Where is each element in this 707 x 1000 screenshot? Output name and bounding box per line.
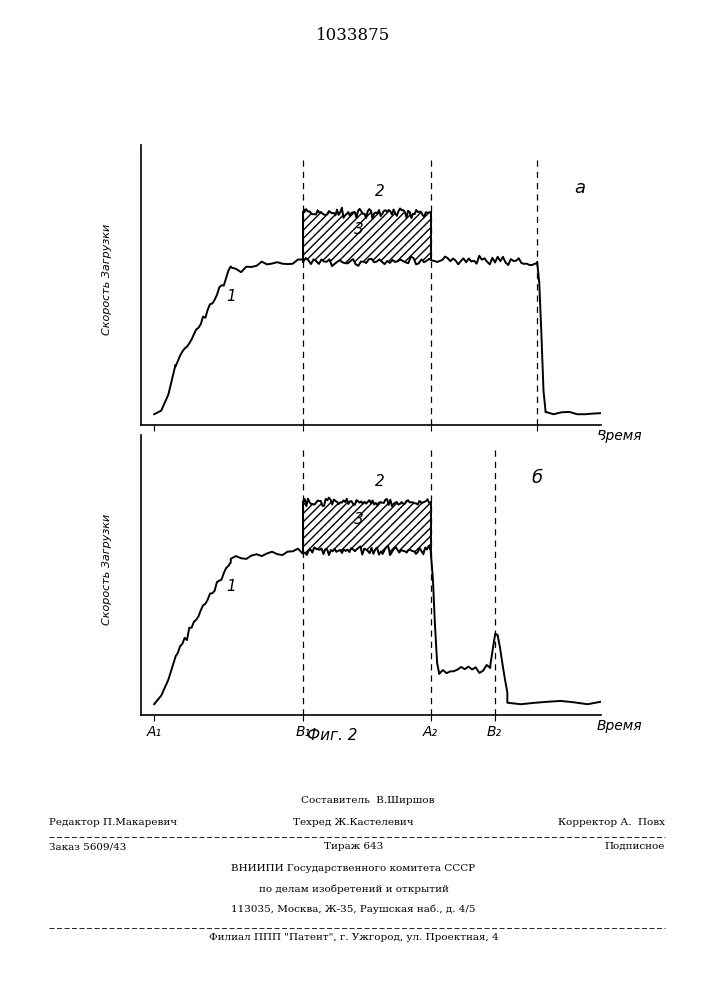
Text: Время: Время bbox=[597, 429, 643, 443]
Text: Корректор А.  Повх: Корректор А. Повх bbox=[558, 818, 665, 827]
Text: Фиг. 2: Фиг. 2 bbox=[307, 728, 358, 743]
Text: a: a bbox=[574, 179, 585, 197]
Text: Подписное: Подписное bbox=[604, 842, 665, 851]
Text: 1: 1 bbox=[226, 289, 235, 304]
Text: Техред Ж.Кастелевич: Техред Ж.Кастелевич bbox=[293, 818, 414, 827]
Text: Тираж 643: Тираж 643 bbox=[324, 842, 383, 851]
Text: ВНИИПИ Государственного комитета СССР: ВНИИПИ Государственного комитета СССР bbox=[231, 864, 476, 873]
Text: б: б bbox=[532, 469, 543, 487]
Text: Заказ 5609/43: Заказ 5609/43 bbox=[49, 842, 127, 851]
Text: 2: 2 bbox=[375, 184, 385, 199]
Text: Скорость Загрузки: Скорость Загрузки bbox=[103, 514, 112, 625]
Text: Составитель  В.Ширшов: Составитель В.Ширшов bbox=[301, 796, 434, 805]
Text: 1: 1 bbox=[226, 579, 235, 594]
Text: 3: 3 bbox=[354, 512, 363, 527]
Text: 2: 2 bbox=[375, 474, 385, 489]
Text: 3: 3 bbox=[354, 222, 363, 237]
Text: 113035, Москва, Ж-35, Раушская наб., д. 4/5: 113035, Москва, Ж-35, Раушская наб., д. … bbox=[231, 904, 476, 914]
Text: Филиал ППП "Патент", г. Ужгород, ул. Проектная, 4: Филиал ППП "Патент", г. Ужгород, ул. Про… bbox=[209, 933, 498, 942]
Text: по делам изобретений и открытий: по делам изобретений и открытий bbox=[259, 884, 448, 894]
Text: Скорость Загрузки: Скорость Загрузки bbox=[103, 224, 112, 335]
Text: 1033875: 1033875 bbox=[316, 27, 391, 44]
Text: Редактор П.Макаревич: Редактор П.Макаревич bbox=[49, 818, 177, 827]
Text: Время: Время bbox=[597, 719, 643, 733]
